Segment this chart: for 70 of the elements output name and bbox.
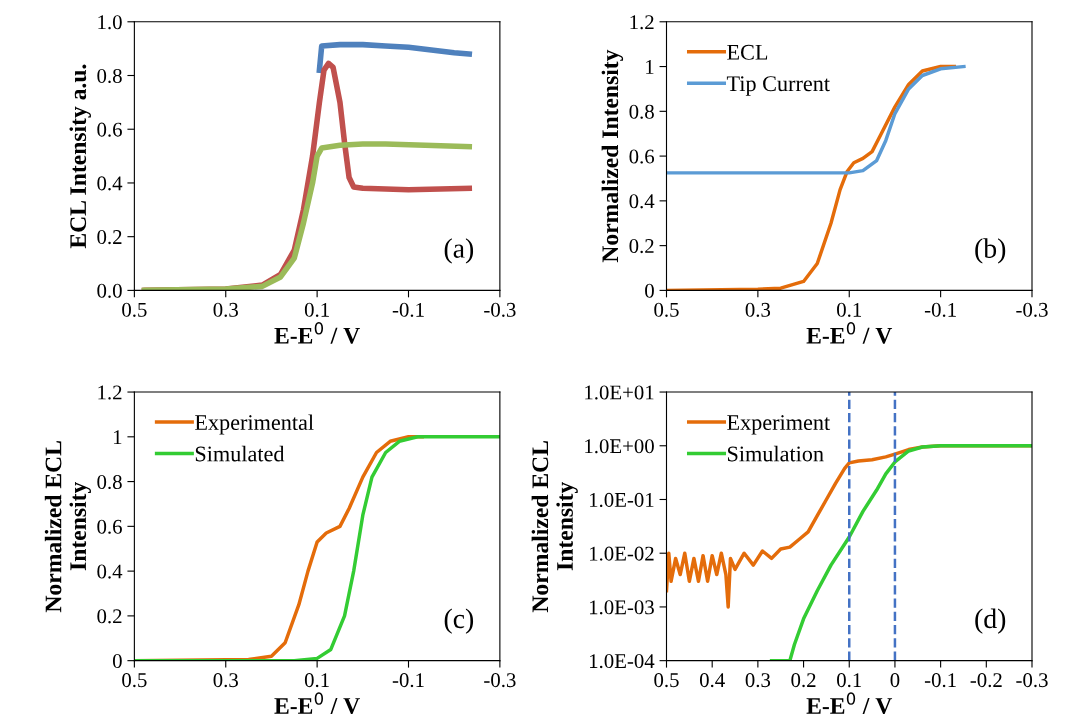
x-tick-label: 0	[890, 673, 900, 688]
y-tick-label: 1.0E-01	[589, 492, 654, 508]
y-tick-label: 1.0E+01	[585, 385, 654, 400]
x-tick-label: 0.5	[122, 673, 147, 688]
y-axis-title: Normalized Intensity	[601, 49, 624, 263]
y-tick-label: 0.8	[97, 68, 122, 84]
y-tick-label: 0.4	[629, 194, 655, 209]
legend-label: Experiment	[727, 415, 831, 435]
x-tick-label: -0.2	[970, 673, 1002, 688]
y-tick-label: 1.0E-02	[589, 546, 654, 561]
x-tick-label: -0.3	[1016, 673, 1048, 688]
x-tick-label: 0.3	[213, 302, 238, 317]
annotation: (a)	[444, 238, 474, 264]
x-axis-title: E-E$^{0}$ / V	[274, 322, 360, 344]
x-tick-label: -0.3	[484, 302, 516, 317]
annotation: (d)	[975, 608, 1006, 634]
x-axis-title: E-E$^{0}$ / V	[274, 692, 360, 715]
annotation: (b)	[975, 238, 1006, 264]
line-series	[666, 64, 957, 291]
y-tick-label: 1	[646, 60, 654, 74]
y-tick-label: 1.0E-04	[589, 654, 655, 669]
y-tick-label: 1.0E-03	[589, 600, 654, 615]
y-tick-label: 0.2	[97, 230, 122, 245]
annotation: (c)	[444, 608, 474, 634]
x-tick-label: 0.4	[699, 673, 725, 688]
y-axis-title: ECL Intensity a.u.	[69, 64, 91, 249]
x-tick-label: -0.3	[1016, 302, 1048, 317]
legend-label: Simulation	[727, 445, 824, 462]
x-tick-label: 0.3	[745, 302, 771, 317]
y-tick-label: 1	[113, 430, 122, 445]
x-tick-label: 0.1	[304, 302, 329, 317]
line-series	[666, 64, 966, 175]
y-tick-label: 1.2	[630, 15, 654, 30]
x-axis-title: E-E$^{0}$ / V	[806, 322, 893, 344]
legend-label: Tip Current	[726, 76, 830, 96]
x-tick-label: 0.3	[213, 673, 238, 688]
y-tick-label: 0.6	[97, 519, 122, 534]
y-tick-label: 0.2	[97, 609, 122, 624]
x-axis-title: E-E$^{0}$ / V	[806, 692, 893, 715]
y-tick-label: 1.0	[98, 15, 122, 30]
y-tick-label: 1.0E+00	[585, 439, 654, 454]
y-tick-label: 0.0	[97, 283, 122, 298]
x-tick-label: 0.5	[654, 673, 679, 688]
x-tick-label: 0.3	[745, 673, 771, 688]
y-tick-label: 0.6	[97, 122, 122, 137]
legend-label: ECL	[727, 44, 768, 60]
x-tick-label: 0.1	[837, 302, 862, 317]
y-tick-label: 0.8	[97, 474, 122, 490]
x-tick-label: -0.3	[484, 673, 516, 688]
x-tick-label: -0.1	[924, 302, 956, 317]
x-tick-label: -0.1	[392, 673, 424, 688]
x-tick-label: 0.5	[122, 302, 147, 317]
legend-label: Simulated	[195, 445, 285, 462]
y-tick-label: 0	[645, 283, 654, 298]
y-tick-label: 0.2	[629, 239, 654, 254]
x-tick-label: 0.1	[304, 673, 329, 688]
y-axis-title: Normalized ECL Intensity	[44, 441, 91, 613]
x-tick-label: 0.5	[654, 302, 679, 317]
y-tick-label: 0.6	[629, 149, 655, 164]
y-tick-label: 0.4	[97, 176, 123, 191]
x-tick-label: 0.2	[791, 673, 816, 688]
x-tick-label: 0.1	[837, 673, 862, 688]
y-tick-label: 0.8	[629, 104, 654, 119]
x-tick-label: -0.1	[392, 302, 424, 317]
y-tick-label: 0.4	[97, 564, 123, 579]
x-tick-label: -0.1	[924, 673, 956, 688]
legend-label: Experimental	[195, 414, 314, 435]
y-tick-label: 1.2	[98, 385, 122, 400]
y-axis-title: Normalized ECL Intensity	[531, 441, 578, 613]
y-tick-label: 0	[112, 654, 122, 669]
